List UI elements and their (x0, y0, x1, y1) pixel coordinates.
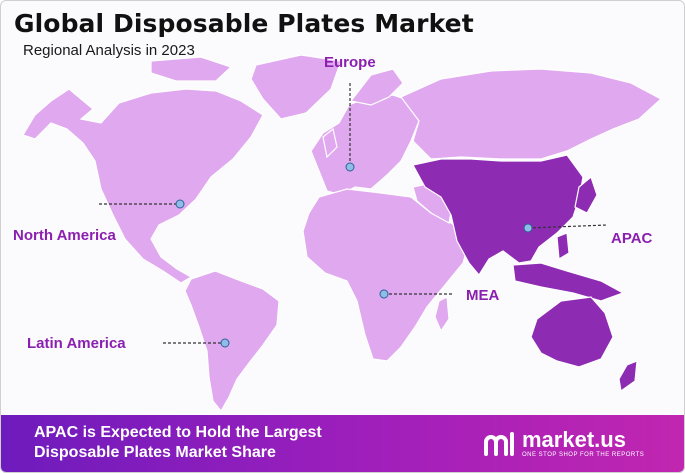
page-title: Global Disposable Plates Market (14, 9, 474, 38)
greenland-landmass (250, 54, 342, 120)
japan-landmass (574, 175, 598, 214)
latin-america-marker (220, 338, 230, 348)
uk-landmass (322, 127, 338, 159)
region-label-europe: Europe (324, 54, 376, 71)
brand-tagline: ONE STOP SHOP FOR THE REPORTS (522, 452, 645, 458)
banner-line-2: Disposable Plates Market Share (34, 444, 276, 461)
new-zealand-landmass (618, 360, 638, 393)
scandinavia-landmass (349, 68, 404, 106)
market-us-logo-icon (484, 432, 514, 456)
mea-marker (379, 289, 389, 299)
australia-landmass (530, 296, 614, 368)
arctic-islands-landmass (150, 56, 233, 82)
banner-line-1: APAC is Expected to Hold the Largest (34, 424, 322, 441)
apac-leader-line (527, 224, 608, 229)
apac-marker (523, 223, 533, 233)
region-label-mea: MEA (466, 287, 500, 304)
brand-block[interactable]: market.us ONE STOP SHOP FOR THE REPORTS (482, 427, 662, 464)
north-america-landmass (22, 88, 264, 284)
apac-landmass (412, 154, 584, 277)
region-label-north-america: North America (13, 227, 116, 244)
banner-headline: APAC is Expected to Hold the Largest Dis… (34, 423, 322, 463)
brand-name: market.us (522, 427, 626, 452)
north-america-marker (175, 199, 185, 209)
north-asia-landmass (400, 68, 663, 160)
world-map (22, 54, 663, 413)
page-subtitle: Regional Analysis in 2023 (23, 42, 195, 59)
footer-banner: APAC is Expected to Hold the Largest Dis… (1, 415, 684, 472)
latin-america-landmass (184, 270, 280, 413)
europe-marker (345, 162, 355, 172)
madagascar-landmass (434, 296, 450, 333)
southeast-asia-islands-landmass (512, 262, 625, 302)
region-label-apac: APAC (611, 230, 653, 247)
region-label-latin-america: Latin America (27, 335, 126, 352)
philippines-landmass (556, 232, 570, 261)
